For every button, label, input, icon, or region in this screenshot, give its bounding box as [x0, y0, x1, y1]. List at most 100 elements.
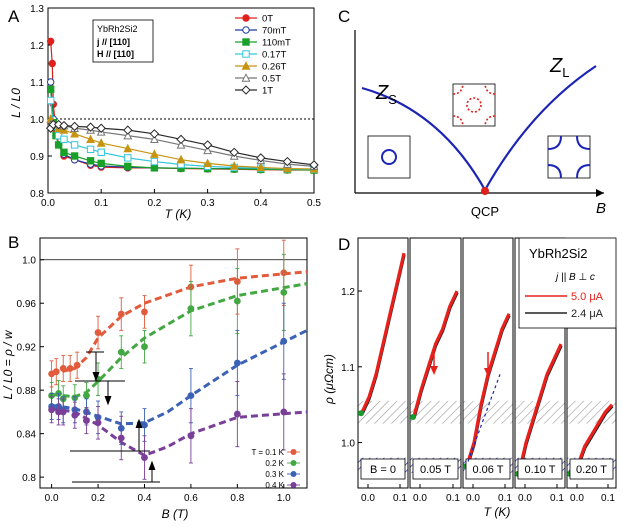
panel-d-subpanel-2: 0.06 T — [462, 237, 514, 489]
panel-a-point-2 — [54, 141, 63, 149]
panel-d-subpanel-label-box — [569, 458, 614, 480]
panel-b-point-1 — [187, 305, 195, 313]
panel-d-frame — [357, 237, 409, 489]
panel-b-xtick-label: 0.4 — [138, 493, 152, 504]
panel-a-point-3 — [97, 148, 105, 157]
panel-d-arrow-head — [430, 366, 438, 375]
panel-d-frame — [409, 237, 462, 489]
panel-d-band — [515, 400, 565, 424]
panel-c-qcp-label: QCP — [471, 204, 499, 219]
panel-c-small-fs-box — [367, 135, 411, 179]
panel-d-subpanel-label-box — [517, 458, 563, 480]
panel-a-legend-label: 0.26T — [262, 62, 286, 73]
panel-d-curve-red — [360, 252, 406, 413]
panel-a-legend-label: 70mT — [262, 26, 286, 37]
panel-a-legend-marker — [242, 14, 250, 22]
panel-a-xtick-label: 0.4 — [254, 198, 268, 209]
panel-c-critical-fs-box — [452, 83, 496, 127]
panel-d-subpanel-label: 0.20 T — [576, 464, 607, 476]
panel-a-point-4 — [86, 134, 95, 144]
panel-d-xtick-label: 0.0 — [361, 493, 375, 504]
panel-b-fit-curve-0 — [51, 270, 308, 376]
panel-a-ytick-label: 1.2 — [30, 41, 44, 52]
panel-b-point-0 — [59, 365, 67, 372]
panel-a-point-4 — [203, 158, 213, 168]
panel-a-xlabel: T (K) — [165, 207, 192, 221]
panel-a-inset-box — [92, 19, 154, 63]
panel-d-xtick-label: 0.0 — [570, 493, 584, 504]
panel-a-ytick-label: 0.8 — [30, 189, 44, 200]
panel-b-point-3 — [94, 419, 102, 427]
panel-d-legend-red-label: 5.0 μA — [571, 291, 604, 303]
panel-d-xtick-label: 0.0 — [518, 493, 532, 504]
panel-b-annotations — [70, 351, 160, 483]
panel-d-xtick-label: 0.1 — [601, 493, 615, 504]
panel-b-point-3 — [280, 408, 288, 416]
panel-d-chart: B = 0 0.05 T 0.06 T 0.10 T 0.20 T 0.0 0.1 0.0 0… — [322, 237, 617, 519]
panel-a-point-2 — [60, 148, 68, 157]
panel-d-subpanel-4: 0.20 T — [566, 327, 617, 489]
panel-b-xtick-label: 0.8 — [230, 493, 244, 504]
panel-b-point-2 — [141, 421, 148, 429]
panel-d-xtick-label: 0.0 — [466, 493, 480, 504]
panel-a-ytick-label: 1.1 — [30, 78, 44, 89]
panel-b-point-0 — [52, 368, 60, 376]
panel-a-point-4 — [282, 163, 292, 173]
panel-c-large-fs-box — [547, 135, 591, 179]
panel-b-ytick-label: 0.88 — [17, 386, 37, 397]
panel-c-axis-arrow — [596, 189, 604, 197]
panel-letter-a: A — [8, 7, 20, 26]
panel-b-point-2 — [280, 337, 288, 345]
panel-a-point-4 — [70, 128, 80, 138]
panel-c-left-curve — [361, 86, 486, 191]
panel-b-point-3 — [187, 432, 195, 440]
panel-d-legend-title: YbRh2Si2 — [529, 246, 588, 261]
panel-b-xtick-label: 0.0 — [45, 493, 59, 504]
panel-b-point-3 — [83, 417, 90, 425]
panel-b-legend-label: 0.4 K — [265, 481, 284, 490]
panel-b-ytick-label: 0.8 — [22, 473, 36, 484]
panel-a-point-2 — [124, 162, 132, 171]
panel-d-xtick-label: 0.1 — [393, 493, 407, 504]
panel-b-xtick-label: 1.0 — [277, 493, 291, 504]
panel-d-xtick-label: 0.1 — [498, 493, 512, 504]
panel-b-xlabel: B (T) — [162, 507, 189, 521]
panel-a-point-6 — [123, 125, 133, 135]
panel-d-band — [410, 400, 461, 424]
panel-a-point-3 — [86, 145, 95, 154]
panel-a-point-2 — [86, 157, 95, 165]
panel-d-subpanel-3: 0.10 T — [514, 237, 566, 489]
panel-d-ytick-label: 1.2 — [341, 287, 355, 298]
panel-b-legend-marker — [290, 471, 297, 477]
panel-a-point-6 — [176, 134, 186, 145]
panel-c-right-curve — [484, 65, 597, 191]
panel-d-curve-black — [414, 292, 459, 419]
panel-letter-d: D — [338, 235, 350, 254]
panel-d-curve-red — [412, 290, 459, 417]
panel-b-point-0 — [141, 308, 148, 316]
panel-d-subpanel-0: B = 0 — [357, 237, 409, 489]
panel-b-legend-label: T = 0.1 K — [251, 448, 284, 457]
panel-c-zl-main: Z — [549, 55, 563, 77]
panel-d-xlabel: T (K) — [484, 505, 511, 519]
panel-b-point-0 — [73, 361, 81, 369]
panel-a-point-6 — [59, 120, 69, 131]
panel-b-point-0 — [117, 310, 125, 318]
panel-a-legend-marker — [241, 73, 251, 82]
panel-a-point-6 — [229, 147, 239, 158]
panel-b-point-1 — [141, 343, 148, 351]
panel-a-point-6 — [96, 123, 106, 133]
panel-d-subpanel-label: B = 0 — [370, 464, 396, 476]
panel-c-zs-sub: S — [388, 92, 397, 107]
panel-a-point-4 — [123, 143, 133, 153]
panel-a-point-6 — [282, 156, 293, 167]
panel-d-arrow-head — [484, 368, 492, 377]
panel-a-point-2 — [46, 85, 55, 94]
panel-b-ytick-label: 0.96 — [17, 299, 37, 310]
panel-d-curve-red — [465, 313, 511, 466]
panel-a-point-5 — [149, 134, 159, 144]
panel-b-fit-curve-1 — [51, 282, 308, 399]
panel-d-band — [358, 400, 408, 424]
panel-a-point-6 — [69, 121, 80, 132]
panel-d-subpanel-label: 0.05 T — [420, 464, 451, 476]
